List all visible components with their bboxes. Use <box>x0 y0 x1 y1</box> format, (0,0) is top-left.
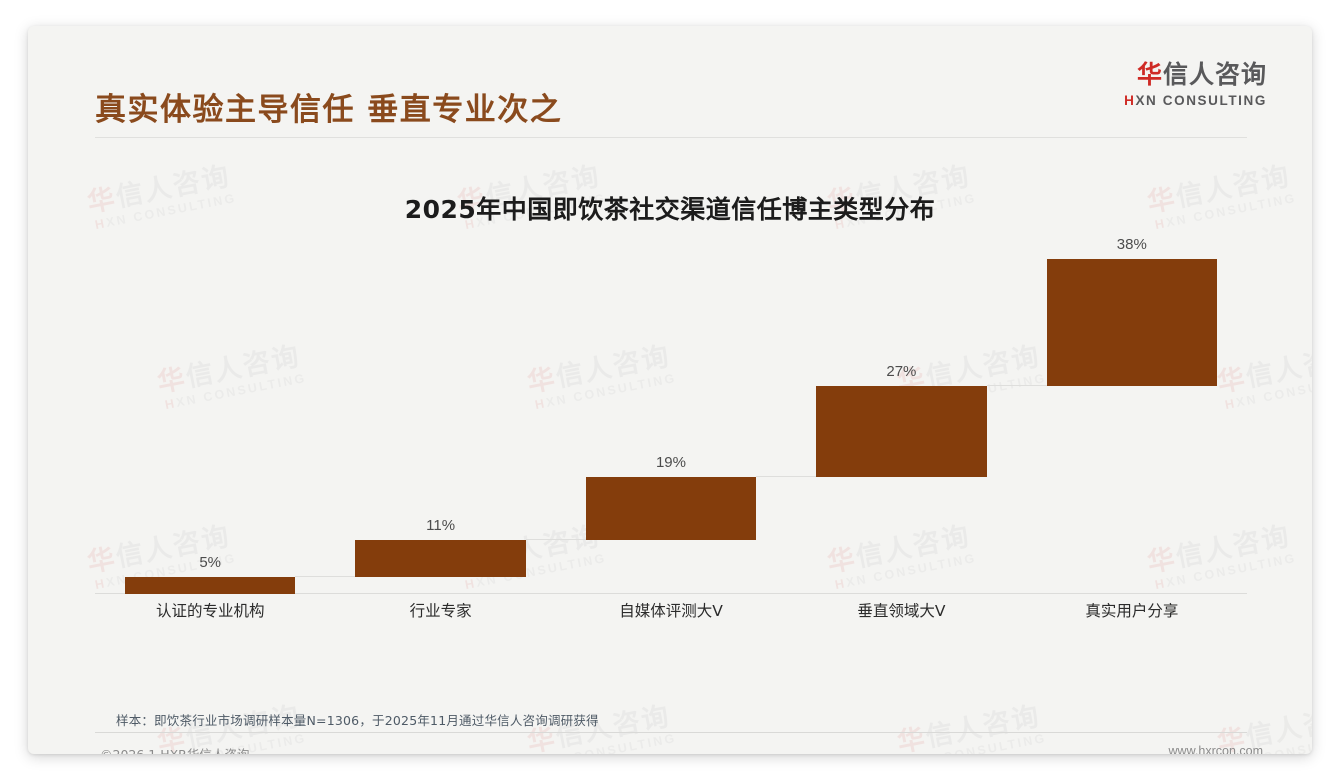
waterfall-base-connector <box>756 475 817 477</box>
bar-slot: 27% <box>786 259 1016 594</box>
category-axis-labels: 认证的专业机构 行业专家 自媒体评测大V 垂直领域大V 真实用户分享 <box>95 599 1247 629</box>
bar-5[interactable] <box>1046 259 1218 387</box>
waterfall-base-connector <box>525 539 586 541</box>
page-title: 真实体验主导信任 垂直专业次之 <box>95 92 563 128</box>
category-label-3: 自媒体评测大V <box>619 602 723 620</box>
company-logo: 华信人咨询 HXN CONSULTING <box>1124 62 1267 108</box>
chart-title: 2025年中国即饮茶社交渠道信任博主类型分布 <box>404 195 936 224</box>
slide-footer: ©2026.1 HXR华信人咨询 www.hxrcon.com <box>28 738 1312 754</box>
bar-2[interactable] <box>355 540 526 578</box>
bar-1[interactable] <box>124 577 296 594</box>
logo-cn-rest: 信人咨询 <box>1162 60 1267 89</box>
slide-header: 真实体验主导信任 垂直专业次之 华信人咨询 HXN CONSULTING <box>28 26 1312 144</box>
source-note: 样本：即饮茶行业市场调研样本量N=1306，于2025年11月通过华信人咨询调研… <box>116 713 599 728</box>
bar-slot: 38% <box>1017 236 1247 594</box>
bar-value-label: 5% <box>199 554 222 572</box>
copyright-text: ©2026.1 HXR华信人咨询 <box>100 744 249 754</box>
logo-en-rest: XN CONSULTING <box>1135 93 1267 108</box>
category-label-4: 垂直领域大V <box>857 602 946 620</box>
waterfall-plot: 5% 11% 19% 27% 38% <box>95 236 1247 594</box>
header-divider <box>95 137 1247 138</box>
bar-value-label: 11% <box>426 517 456 535</box>
logo-en-accent: H <box>1124 93 1136 108</box>
category-label-1: 认证的专业机构 <box>155 602 265 620</box>
category-label-2: 行业专家 <box>409 602 472 620</box>
chart-area: 2025年中国即饮茶社交渠道信任博主类型分布 5% 11% 19% 27% 38% 认证… <box>28 144 1312 664</box>
bar-slot: 19% <box>556 259 786 594</box>
logo-chinese-text: 华信人咨询 <box>1124 62 1267 87</box>
bar-4[interactable] <box>816 386 987 477</box>
website-url[interactable]: www.hxrcon.com <box>1168 744 1263 754</box>
logo-cn-accent: 华 <box>1136 60 1163 89</box>
category-label-5: 真实用户分享 <box>1085 602 1179 620</box>
bar-slot: 5% <box>95 259 325 594</box>
waterfall-base-connector <box>986 385 1047 387</box>
bar-slot: 11% <box>325 259 555 594</box>
waterfall-base-connector <box>295 576 356 578</box>
logo-english-text: HXN CONSULTING <box>1124 94 1267 108</box>
bar-value-label: 19% <box>655 453 686 471</box>
bar-value-label: 38% <box>1116 236 1147 253</box>
slide-canvas: 华信人咨询 HXN CONSULTING 华信人咨询 HXN CONSULTING 华信… <box>28 26 1312 754</box>
x-axis-line <box>95 593 1247 594</box>
bar-3[interactable] <box>585 476 757 541</box>
footer-divider <box>95 732 1247 733</box>
bar-value-label: 27% <box>886 363 917 381</box>
